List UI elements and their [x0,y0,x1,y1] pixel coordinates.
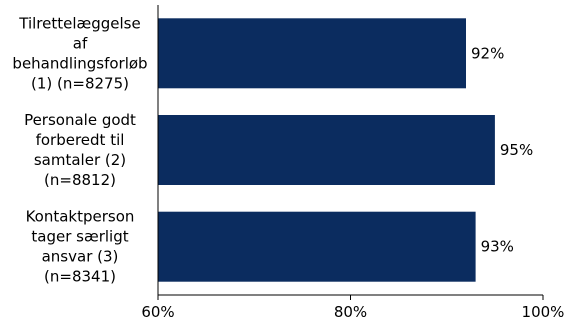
category-label-line: samtaler (2) [34,151,126,169]
category-label-line: (n=8812) [44,171,116,189]
category-label-line: forberedt til [36,131,125,149]
bar-1 [158,18,466,89]
data-label-1: 92% [471,44,504,62]
category-label-line: (1) (n=8275) [31,74,129,92]
category-label-3: Kontaktperson tager særligt ansvar (3) (n=8… [26,208,135,286]
x-tick-label-2: 80% [334,303,367,320]
x-tick-label-1: 60% [141,303,174,320]
category-label-line: af [73,34,88,52]
data-label-3: 93% [481,238,514,256]
category-label-2: Personale godt forberedt til samtaler (2) (… [24,111,136,189]
category-label-line: tager særligt [31,228,128,246]
data-label-2: 95% [500,141,533,159]
category-label-line: Kontaktperson [26,208,135,226]
category-label-line: behandlingsforløb [12,54,147,72]
category-label-1: Tilrettelæggelse af behandlingsforløb (1) (… [12,14,147,92]
bar-3 [158,211,476,282]
x-tick-label-3: 100% [522,303,565,320]
category-label-line: Personale godt [24,111,136,129]
category-label-line: Tilrettelæggelse [18,14,140,32]
category-label-line: (n=8341) [44,268,116,286]
bar-2 [158,115,495,185]
category-label-line: ansvar (3) [42,248,119,266]
